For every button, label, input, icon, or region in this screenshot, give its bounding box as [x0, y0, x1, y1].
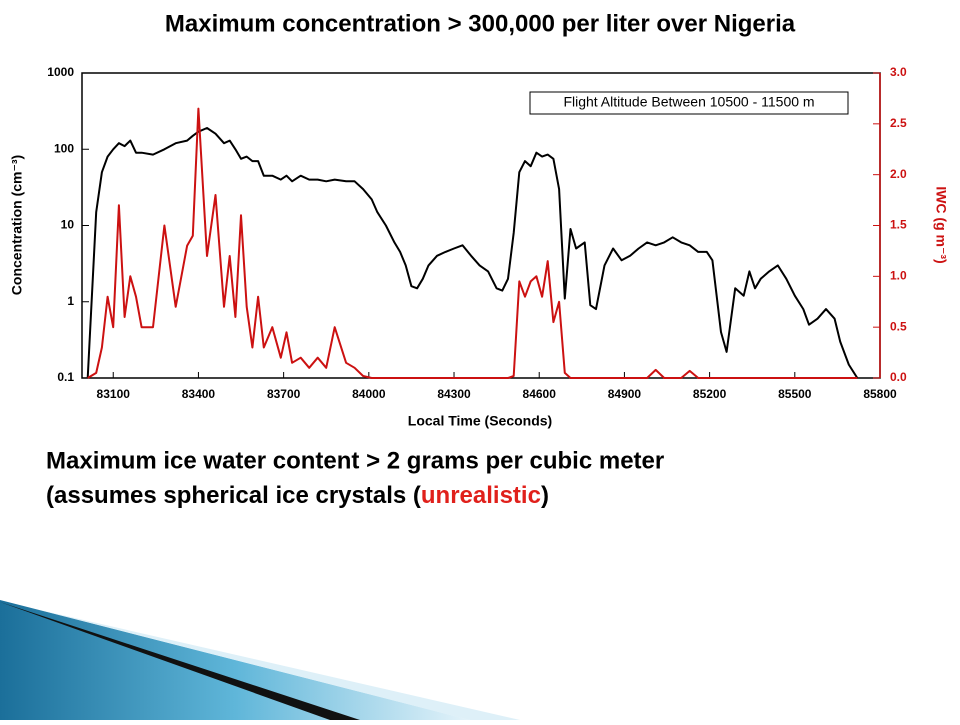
decor-stripe — [0, 602, 360, 720]
y2-tick-label: 0.0 — [890, 370, 907, 384]
y-tick-label: 10 — [61, 218, 75, 232]
plot-frame — [81, 72, 881, 379]
annotation-box — [529, 91, 849, 115]
y-tick-label: 1 — [67, 294, 74, 308]
y2-tick-label: 2.5 — [890, 116, 907, 130]
x-tick-label: 83400 — [182, 387, 216, 401]
note-text: ) — [541, 482, 549, 509]
decor-wedge — [0, 600, 470, 720]
series-line — [86, 127, 859, 379]
y-tick-label: 1000 — [47, 65, 74, 79]
x-tick-label: 85800 — [863, 387, 897, 401]
y2-tick-label: 1.0 — [890, 269, 907, 283]
y-axis-label: Concentration (cm⁻³) — [9, 155, 25, 295]
decor-light — [40, 610, 520, 720]
chart-title: Maximum concentration > 300,000 per lite… — [165, 10, 796, 37]
y-tick-label: 100 — [54, 141, 74, 155]
note-line: (assumes spherical ice crystals (unreali… — [46, 482, 549, 509]
y-tick-label: 0.1 — [57, 370, 74, 384]
note-highlight: unrealistic — [421, 482, 541, 509]
x-axis-label: Local Time (Seconds) — [408, 413, 552, 429]
x-tick-label: 83700 — [267, 387, 301, 401]
y2-axis-label: IWC (g m⁻³) — [933, 186, 949, 263]
series-line — [87, 107, 858, 379]
y2-tick-label: 3.0 — [890, 65, 907, 79]
x-tick-label: 84300 — [437, 387, 471, 401]
note-text: (assumes spherical ice crystals ( — [46, 482, 421, 509]
annotation: Flight Altitude Between 10500 - 11500 m — [563, 94, 814, 110]
x-tick-label: 85500 — [778, 387, 812, 401]
y2-tick-label: 0.5 — [890, 319, 907, 333]
x-tick-label: 83100 — [97, 387, 131, 401]
x-tick-label: 85200 — [693, 387, 727, 401]
note-line: Maximum ice water content > 2 grams per … — [46, 447, 664, 474]
x-tick-label: 84000 — [352, 387, 386, 401]
y2-tick-label: 2.0 — [890, 167, 907, 181]
y2-tick-label: 1.5 — [890, 218, 907, 232]
x-tick-label: 84900 — [608, 387, 642, 401]
x-tick-label: 84600 — [523, 387, 557, 401]
